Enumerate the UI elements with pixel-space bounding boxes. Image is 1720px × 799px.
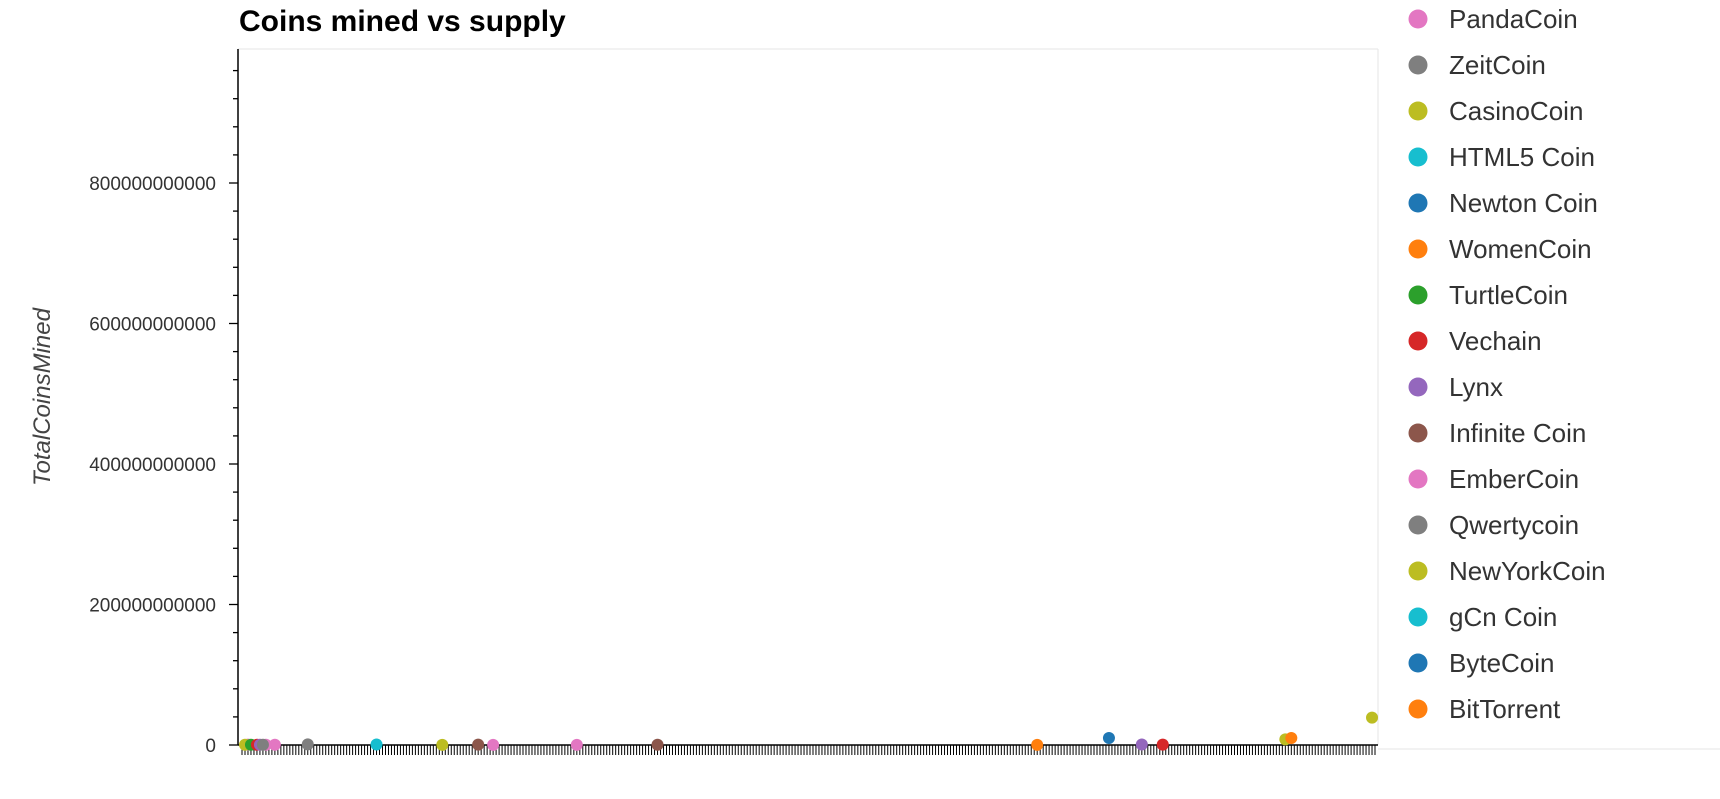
data-point [487, 738, 500, 751]
legend-marker [1408, 423, 1428, 443]
data-point [301, 738, 314, 751]
data-point [1366, 711, 1379, 724]
x-axis-ticks [241, 745, 1376, 755]
plot-frame [237, 48, 1720, 750]
legend-marker [1408, 147, 1428, 167]
y-tick-label: 600000000000 [89, 315, 216, 336]
legend-marker [1408, 561, 1428, 581]
legend-marker [1408, 699, 1428, 719]
y-tick-label: 400000000000 [89, 455, 216, 476]
legend-label: Infinite Coin [1449, 418, 1586, 448]
legend-marker [1408, 193, 1428, 213]
data-point [268, 738, 281, 751]
legend-marker [1408, 515, 1428, 535]
legend-label: BitTorrent [1449, 694, 1561, 724]
legend-marker [1408, 377, 1428, 397]
data-point [570, 738, 583, 751]
legend-marker [1408, 653, 1428, 673]
y-tick-label: 800000000000 [89, 174, 216, 195]
legend-label: Vechain [1449, 326, 1542, 356]
legend-marker [1408, 285, 1428, 305]
data-point [256, 738, 269, 751]
data-point [436, 738, 449, 751]
y-axis-label: TotalCoinsMined [29, 307, 56, 486]
data-point [370, 738, 383, 751]
data-point [1031, 738, 1044, 751]
legend-marker [1408, 331, 1428, 351]
legend-label: EmberCoin [1449, 464, 1579, 494]
y-tick-label: 200000000000 [89, 596, 216, 617]
legend-marker [1408, 9, 1428, 29]
legend-label: gCn Coin [1449, 602, 1557, 632]
y-axis-ticks: 0 200000000000 400000000000 600000000000 800… [89, 69, 238, 757]
legend: PandaCoin ZeitCoin CasinoCoin HTML5 Coin New… [1408, 4, 1606, 724]
legend-label: CasinoCoin [1449, 96, 1583, 126]
data-point [1285, 731, 1298, 744]
legend-marker [1408, 55, 1428, 75]
legend-label: HTML5 Coin [1449, 142, 1595, 172]
legend-label: Newton Coin [1449, 188, 1598, 218]
legend-label: ByteCoin [1449, 648, 1555, 678]
legend-label: Lynx [1449, 372, 1503, 402]
legend-marker [1408, 607, 1428, 627]
legend-marker [1408, 101, 1428, 121]
data-point [472, 738, 485, 751]
legend-label: WomenCoin [1449, 234, 1592, 264]
legend-label: ZeitCoin [1449, 50, 1546, 80]
chart-title: Coins mined vs supply [239, 5, 566, 38]
y-tick-label: 0 [205, 736, 216, 757]
data-point [1156, 738, 1169, 751]
data-point [651, 738, 664, 751]
legend-label: NewYorkCoin [1449, 556, 1606, 586]
data-point [1102, 731, 1115, 744]
legend-marker [1408, 469, 1428, 489]
data-point [1135, 738, 1148, 751]
data-points [238, 711, 1379, 751]
legend-marker [1408, 239, 1428, 259]
legend-label: Qwertycoin [1449, 510, 1579, 540]
legend-label: TurtleCoin [1449, 280, 1568, 310]
legend-label: PandaCoin [1449, 4, 1578, 34]
